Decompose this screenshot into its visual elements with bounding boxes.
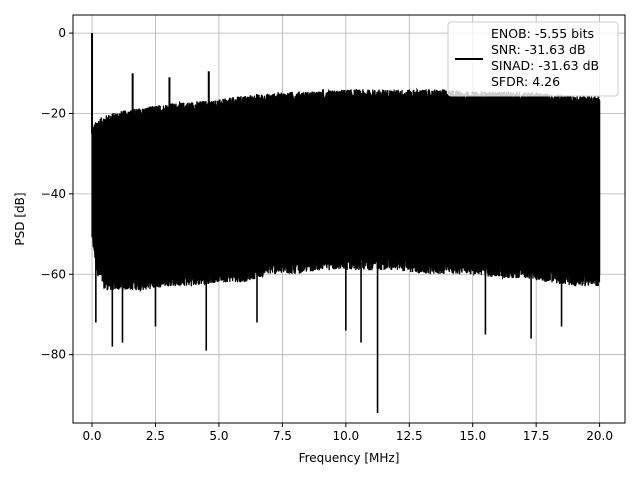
- y-tick-label: 0: [58, 26, 66, 40]
- legend-sfdr: SFDR: 4.26: [491, 74, 560, 89]
- y-axis-label: PSD [dB]: [13, 192, 27, 245]
- psd-series: [91, 33, 601, 413]
- x-tick-label: 15.0: [459, 429, 486, 443]
- legend-snr: SNR: -31.63 dB: [491, 42, 586, 57]
- x-tick-label: 7.5: [273, 429, 292, 443]
- x-tick-label: 12.5: [396, 429, 423, 443]
- psd-trace: [91, 87, 601, 292]
- x-axis-label: Frequency [MHz]: [299, 451, 400, 465]
- x-tick-label: 5.0: [209, 429, 228, 443]
- x-tick-label: 2.5: [146, 429, 165, 443]
- x-tick-label: 17.5: [523, 429, 550, 443]
- axes-frame: [72, 14, 626, 424]
- legend-sinad: SINAD: -31.63 dB: [491, 58, 599, 73]
- x-tick-label: 0.0: [82, 429, 101, 443]
- x-tick-label: 10.0: [332, 429, 359, 443]
- legend-box: [447, 21, 619, 97]
- y-tick-label: −80: [41, 348, 66, 362]
- x-axis-ticks: 0.0 2.5 5.0 7.5 10.0 12.5 15.0 17.5 20.0: [82, 423, 613, 443]
- y-tick-label: −40: [41, 187, 66, 201]
- legend-enob: ENOB: -5.55 bits: [491, 26, 594, 41]
- y-axis-ticks: 0 −20 −40 −60 −80: [41, 26, 73, 362]
- legend: ENOB: -5.55 bits SNR: -31.63 dB SINAD: -…: [447, 21, 619, 97]
- y-tick-label: −20: [41, 106, 66, 120]
- x-tick-label: 20.0: [586, 429, 613, 443]
- y-tick-label: −60: [41, 267, 66, 281]
